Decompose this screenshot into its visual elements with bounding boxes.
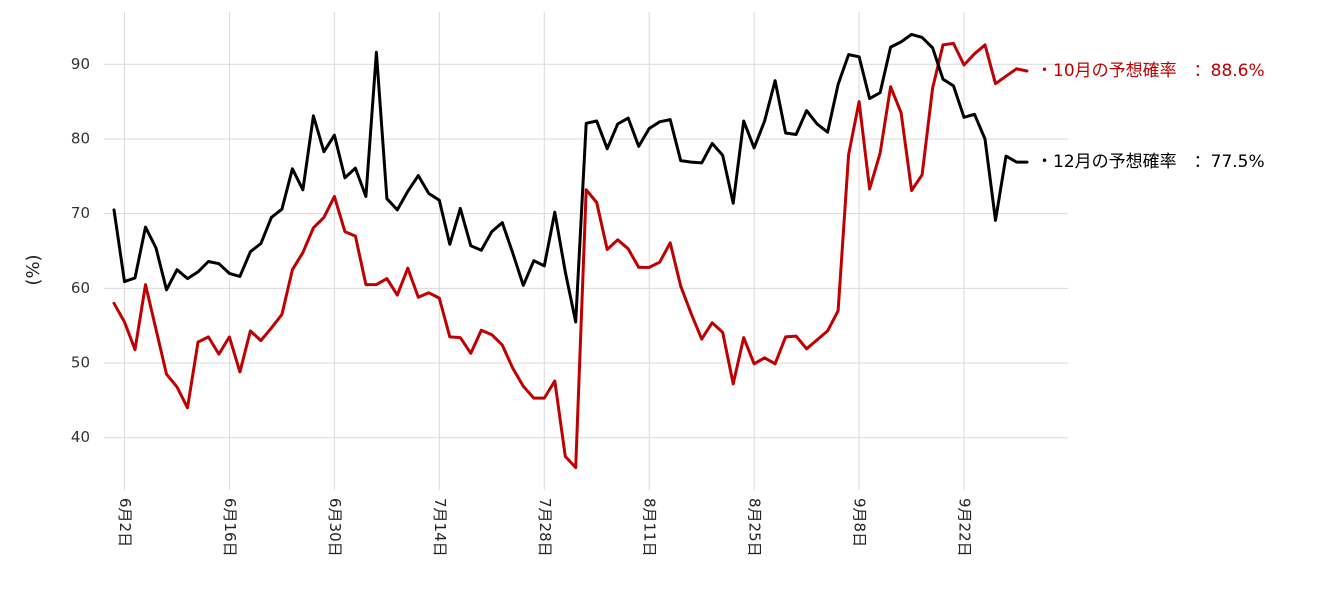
x-tick-label: 8月11日	[641, 498, 659, 557]
series-lines	[112, 32, 1029, 470]
x-tick-label: 7月28日	[536, 498, 554, 557]
horizontal-gridlines	[104, 63, 1068, 439]
y-tick-label: 40	[71, 428, 90, 446]
y-tick-label: 50	[71, 354, 90, 372]
y-tick-label: 60	[71, 279, 90, 297]
x-tick-label: 6月30日	[326, 498, 344, 557]
y-tick-label: 90	[71, 55, 90, 73]
x-tick-label: 8月25日	[746, 498, 764, 557]
y-tick-label: 70	[71, 204, 90, 222]
series-line-december	[112, 32, 1029, 324]
legend-label-october: ・10月の予想確率 ：88.6%	[1036, 61, 1265, 81]
x-tick-label: 7月14日	[431, 498, 449, 557]
legend-label-december: ・12月の予想確率 ：77.5%	[1036, 152, 1265, 172]
x-tick-label: 9月22日	[956, 498, 974, 557]
series-line-october	[112, 41, 1029, 470]
y-axis-label: (%)	[23, 254, 44, 285]
x-tick-label: 6月16日	[221, 498, 239, 557]
x-tick-label: 6月2日	[116, 498, 134, 547]
y-axis-tick-labels: 40 50 60 70 80 90	[71, 55, 90, 446]
y-tick-label: 80	[71, 129, 90, 147]
x-axis-tick-labels: 6月2日 6月16日 6月30日 7月14日 7月28日 8月11日 8月25日 9月8日 9月…	[116, 498, 974, 557]
legend: ・10月の予想確率 ：88.6% ・12月の予想確率 ：77.5%	[1036, 61, 1265, 172]
x-tick-label: 9月8日	[851, 498, 869, 547]
vertical-gridlines	[123, 12, 965, 490]
